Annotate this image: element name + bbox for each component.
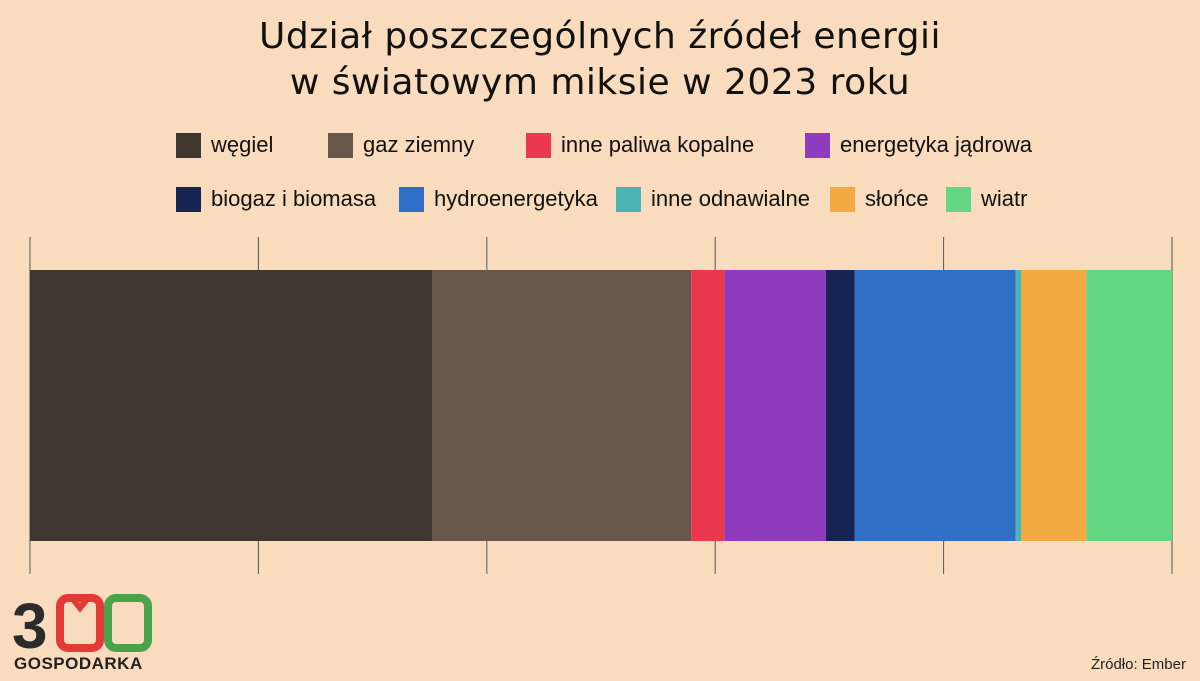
legend-item: węgiel <box>176 132 273 158</box>
legend-label: słońce <box>865 186 929 211</box>
legend-swatch <box>526 132 551 158</box>
bar-segment <box>825 270 855 541</box>
bar-segment <box>1086 270 1172 541</box>
legend-label: wiatr <box>981 186 1028 211</box>
chart-legend: węgiel gaz ziemny inne paliwa kopalne energ… <box>0 0 1200 220</box>
legend-swatch <box>328 132 353 158</box>
bar-segment <box>1015 270 1022 541</box>
chart-title-line-1: Udział poszczególnych źródeł energii <box>259 16 941 57</box>
legend-label: energetyka jądrowa <box>840 132 1033 157</box>
legend-label: gaz ziemny <box>363 132 475 157</box>
legend-swatch <box>946 186 971 212</box>
bar-segment <box>854 270 1016 541</box>
bar-segment <box>431 270 692 541</box>
legend-swatch <box>399 186 424 212</box>
legend-item: słońce <box>830 186 929 212</box>
bar-segment <box>724 270 826 541</box>
source-note: Źródło: Ember <box>1090 656 1186 673</box>
legend-swatch <box>176 186 201 212</box>
chart-title: Udział poszczególnych źródeł energii w ś… <box>0 14 1200 106</box>
logo-text: GOSPODARKA <box>14 654 143 673</box>
legend-swatch <box>176 132 201 158</box>
chart-title-line-2: w światowym miksie w 2023 roku <box>289 62 911 103</box>
bar-segment <box>30 270 432 541</box>
legend-swatch <box>805 132 830 158</box>
legend-label: hydroenergetyka <box>434 186 598 211</box>
legend-label: inne odnawialne <box>651 186 811 211</box>
legend-label: biogaz i biomasa <box>211 186 377 211</box>
legend-item: hydroenergetyka <box>399 186 598 212</box>
bar-segment <box>691 270 725 541</box>
legend-swatch <box>616 186 641 212</box>
legend-item: gaz ziemny <box>328 132 474 158</box>
svg-text:3: 3 <box>12 592 48 662</box>
legend-label: węgiel <box>211 132 274 157</box>
legend-item: inne paliwa kopalne <box>526 132 754 158</box>
legend-item: energetyka jądrowa <box>805 132 1032 158</box>
legend-item: biogaz i biomasa <box>176 186 376 212</box>
legend-swatch <box>830 186 855 212</box>
logo-300-icon: 3 <box>12 592 152 662</box>
bar-segment <box>1021 270 1087 541</box>
legend-item: wiatr <box>946 186 1027 212</box>
legend-item: inne odnawialne <box>616 186 810 212</box>
legend-label: inne paliwa kopalne <box>561 132 755 157</box>
